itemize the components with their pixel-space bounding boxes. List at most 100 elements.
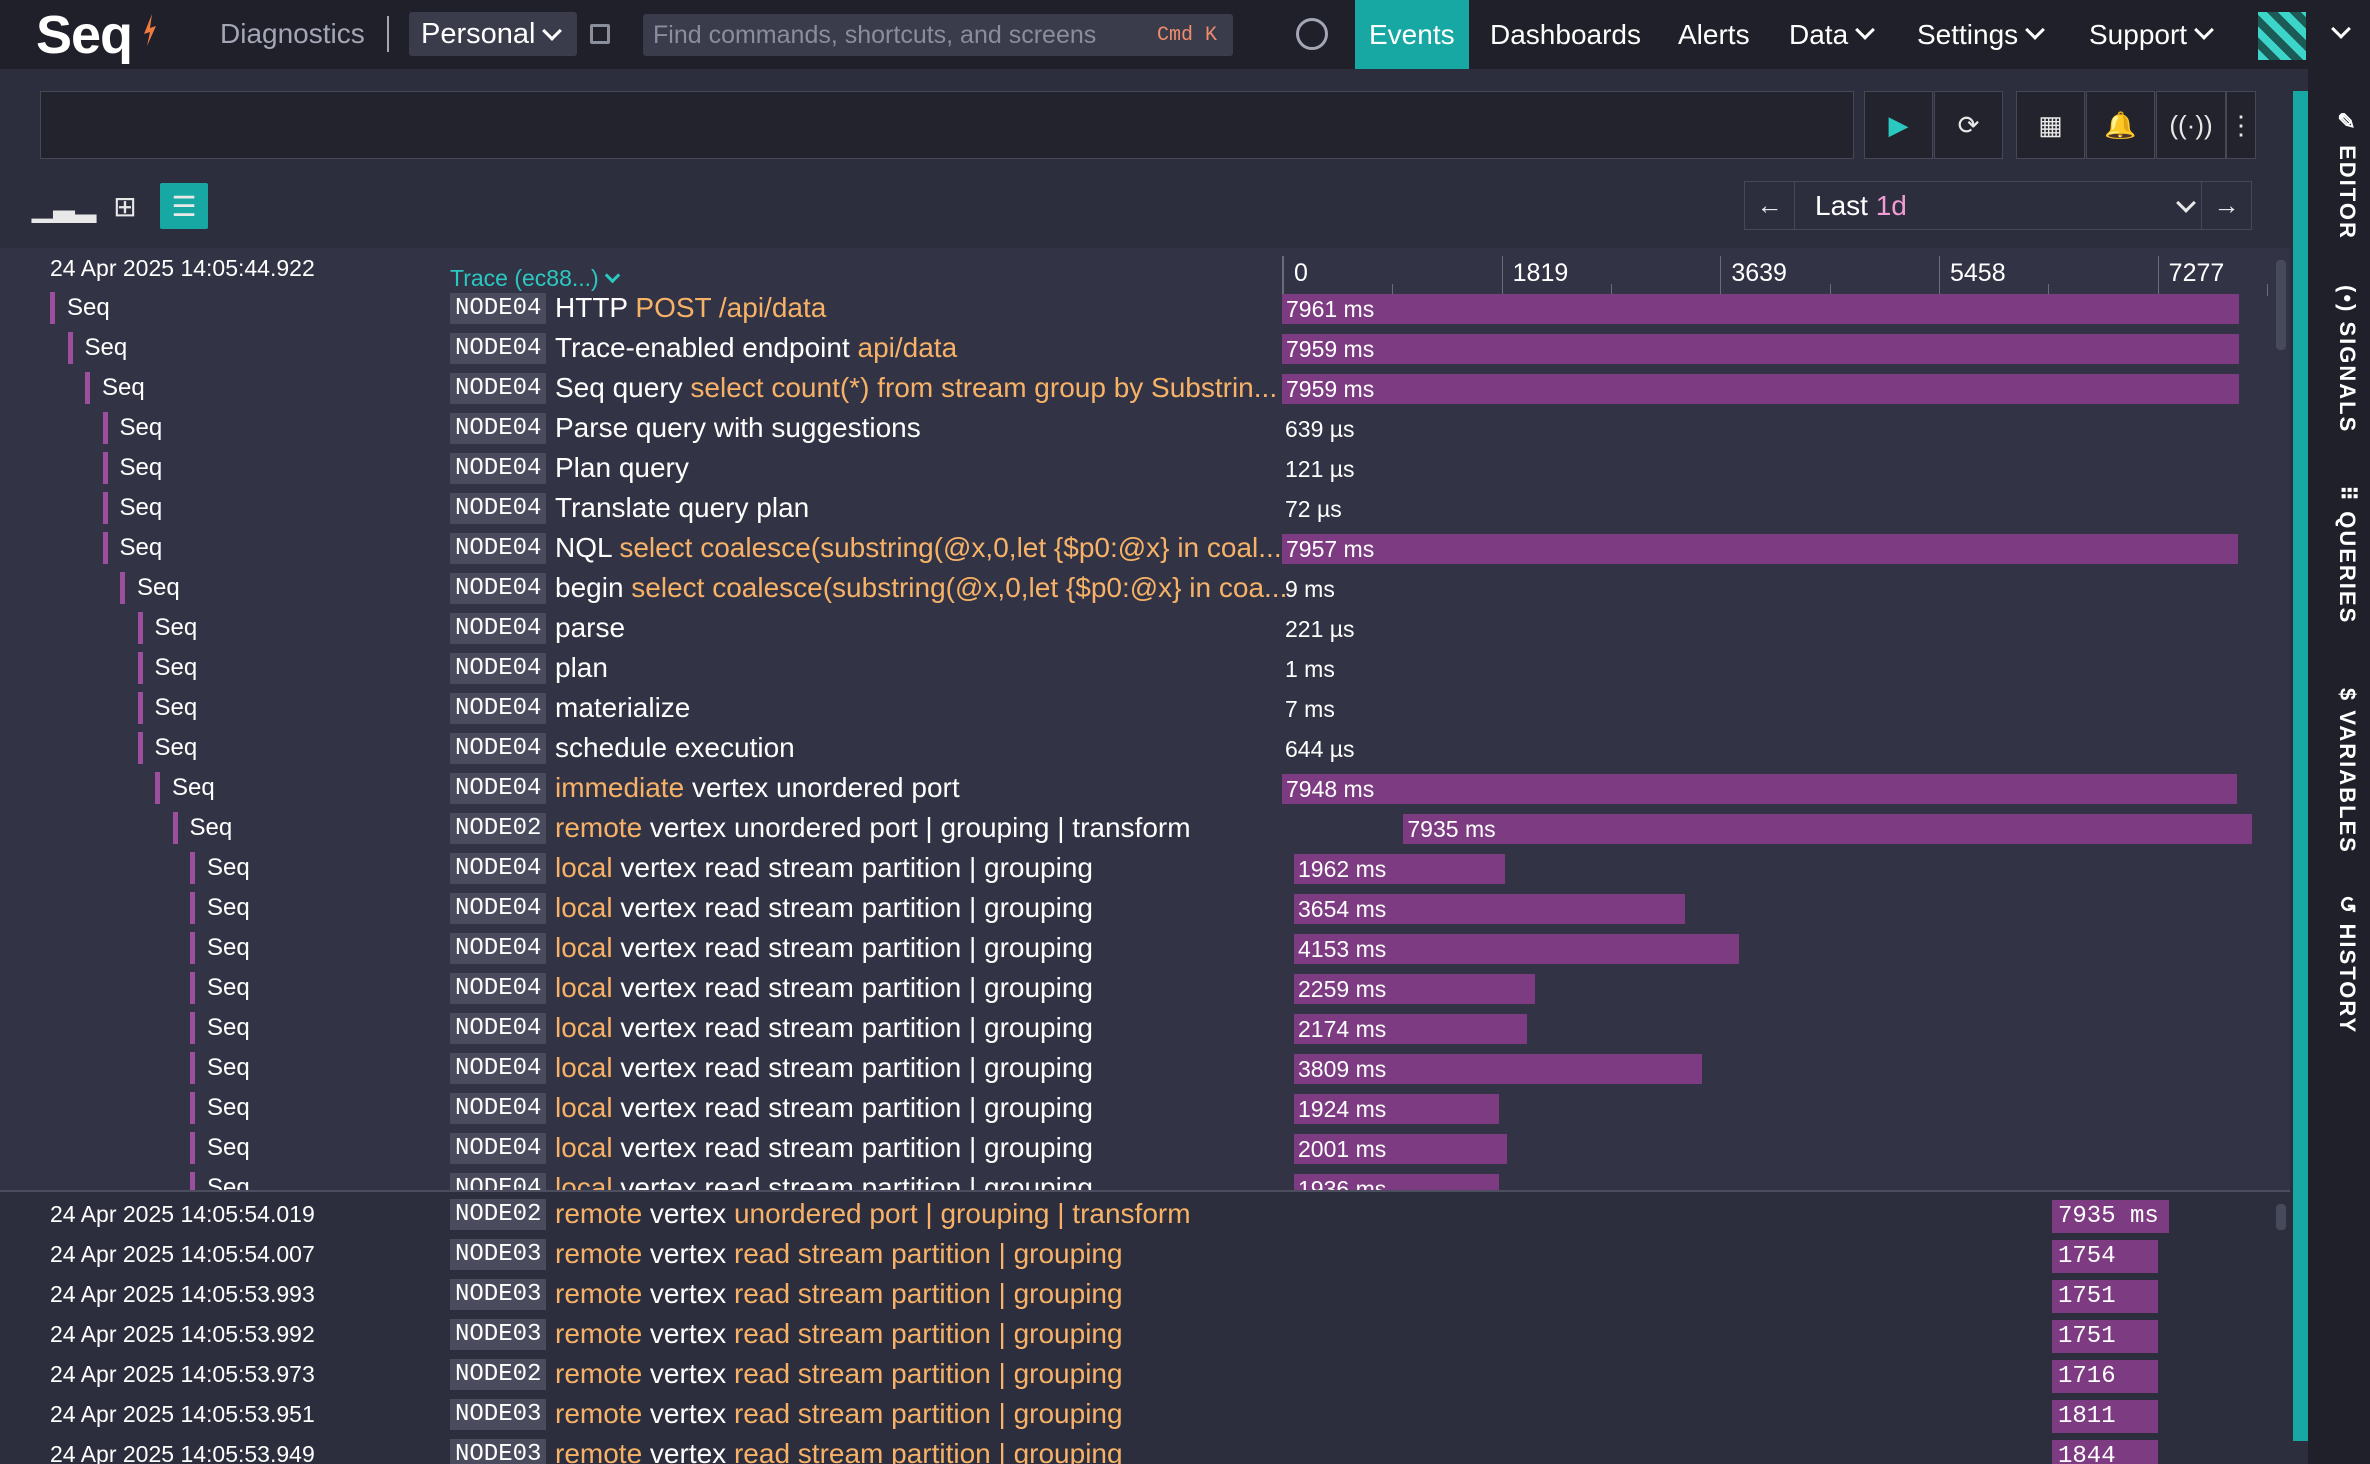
- view-grid-button[interactable]: ⊞: [101, 183, 149, 229]
- span-duration-bar[interactable]: 2259 ms: [1294, 974, 1535, 1004]
- span-message-text: vertex read stream partition | grouping: [612, 932, 1093, 963]
- more-menu-button[interactable]: ⋮: [2226, 91, 2256, 159]
- span-duration-bar[interactable]: 7957 ms: [1282, 534, 2239, 564]
- span-row[interactable]: Seq NODE04 immediate vertex unordered port…: [0, 768, 2290, 808]
- span-row[interactable]: Seq NODE04 Trace-enabled endpoint api/data…: [0, 328, 2290, 368]
- run-query-button[interactable]: ▶: [1864, 91, 1933, 159]
- nav-events[interactable]: Events: [1355, 0, 1469, 69]
- event-message-property: remote: [555, 1198, 643, 1229]
- span-duration-bar[interactable]: 1936 ms: [1294, 1174, 1499, 1190]
- events-scrollbar[interactable]: [2276, 1204, 2286, 1230]
- span-row[interactable]: Seq NODE04 Translate query plan 72 µs: [0, 488, 2290, 528]
- span-duration-bar[interactable]: 2001 ms: [1294, 1134, 1508, 1164]
- event-row[interactable]: 24 Apr 2025 14:05:53.993 NODE03 remote ver…: [0, 1274, 2290, 1343]
- span-row[interactable]: Seq NODE04 materialize 7 ms: [0, 688, 2290, 728]
- span-duration-bar[interactable]: 7935 ms: [1403, 814, 2252, 844]
- seq-flame-icon: [144, 14, 156, 46]
- node-badge: NODE04: [450, 573, 547, 604]
- span-duration-bar[interactable]: 7959 ms: [1282, 334, 2239, 364]
- node-badge: NODE03: [450, 1399, 547, 1430]
- span-row[interactable]: Seq NODE04 local vertex read stream partit…: [0, 968, 2290, 1008]
- span-message: Plan query: [555, 448, 689, 488]
- save-icon[interactable]: [590, 24, 610, 44]
- span-row[interactable]: Seq NODE04 local vertex read stream partit…: [0, 1048, 2290, 1088]
- span-row[interactable]: Seq NODE04 Plan query 121 µs: [0, 448, 2290, 488]
- event-message-property: remote: [555, 1278, 643, 1309]
- trace-link[interactable]: Trace (ec88...): [450, 258, 620, 298]
- span-row[interactable]: Seq NODE04 local vertex read stream partit…: [0, 1168, 2290, 1190]
- span-row[interactable]: Seq NODE04 plan 1 ms: [0, 648, 2290, 688]
- sidebar-tab-variables[interactable]: $ VARIABLES: [2320, 688, 2360, 854]
- span-row[interactable]: Seq NODE04 local vertex read stream partit…: [0, 1088, 2290, 1128]
- span-duration-bar[interactable]: 3654 ms: [1294, 894, 1686, 924]
- span-row[interactable]: Seq NODE04 local vertex read stream partit…: [0, 1008, 2290, 1048]
- event-row[interactable]: 24 Apr 2025 14:05:54.019 NODE02 remote ver…: [0, 1194, 2290, 1234]
- event-row[interactable]: 24 Apr 2025 14:05:53.973 NODE02 remote ver…: [0, 1354, 2290, 1423]
- span-row[interactable]: Seq NODE04 parse 221 µs: [0, 608, 2290, 648]
- sidebar-tab-variables-label: VARIABLES: [2335, 710, 2360, 854]
- span-duration-bar[interactable]: 7959 ms: [1282, 374, 2239, 404]
- span-row[interactable]: Seq NODE04 local vertex read stream partit…: [0, 848, 2290, 888]
- sidebar-tab-editor-label: EDITOR: [2335, 145, 2360, 240]
- event-message-property: remote: [555, 1358, 643, 1389]
- chevron-down-icon[interactable]: [2331, 19, 2351, 39]
- span-row[interactable]: Seq NODE04 Seq query select count(*) from …: [0, 368, 2290, 408]
- add-to-dashboard-button[interactable]: ▦: [2016, 91, 2085, 159]
- trace-scrollbar[interactable]: [2276, 260, 2286, 350]
- add-signal-button[interactable]: ((·)): [2156, 91, 2226, 159]
- span-row[interactable]: Seq NODE04 begin select coalesce(substring…: [0, 568, 2290, 608]
- date-range-selector[interactable]: ← Last 1d →: [1744, 181, 2252, 230]
- refresh-button[interactable]: ⟳: [1934, 91, 2003, 159]
- span-duration-bar[interactable]: 3809 ms: [1294, 1054, 1703, 1084]
- span-duration-bar[interactable]: 7961 ms: [1282, 294, 2239, 324]
- broadcast-icon: ((·)): [2169, 109, 2213, 140]
- command-search-input[interactable]: Find commands, shortcuts, and screens Cm…: [643, 14, 1233, 56]
- event-duration-bar: 1751 ms: [2052, 1280, 2158, 1343]
- nav-alerts[interactable]: Alerts: [1664, 0, 1764, 69]
- nav-settings[interactable]: Settings: [1903, 0, 2056, 69]
- nav-data-label: Data: [1789, 18, 1849, 50]
- event-row[interactable]: 24 Apr 2025 14:05:53.949 NODE03 remote ver…: [0, 1434, 2290, 1464]
- span-row[interactable]: Seq NODE04 local vertex read stream partit…: [0, 888, 2290, 928]
- span-duration-bar[interactable]: 1924 ms: [1294, 1094, 1499, 1124]
- span-row[interactable]: Seq NODE02 remote vertex unordered port | …: [0, 808, 2290, 848]
- span-row[interactable]: Seq NODE04 Parse query with suggestions 639…: [0, 408, 2290, 448]
- view-trace-button[interactable]: ☰: [160, 183, 208, 229]
- seq-logo[interactable]: Seq: [36, 5, 133, 65]
- event-row[interactable]: 24 Apr 2025 14:05:53.951 NODE03 remote ver…: [0, 1394, 2290, 1463]
- span-row[interactable]: Seq NODE04 local vertex read stream partit…: [0, 1128, 2290, 1168]
- add-alert-button[interactable]: 🔔: [2086, 91, 2155, 159]
- event-row[interactable]: 24 Apr 2025 14:05:53.992 NODE03 remote ver…: [0, 1314, 2290, 1383]
- workspace-selector[interactable]: Personal: [409, 12, 577, 56]
- nav-data[interactable]: Data: [1775, 0, 1886, 69]
- sidebar-tab-history[interactable]: ↺ HISTORY: [2320, 895, 2360, 1034]
- event-row[interactable]: 24 Apr 2025 14:05:54.007 NODE03 remote ver…: [0, 1234, 2290, 1303]
- span-duration-bar[interactable]: 7948 ms: [1282, 774, 2238, 804]
- span-app: Seq: [102, 532, 162, 564]
- span-row[interactable]: Seq NODE04 local vertex read stream partit…: [0, 928, 2290, 968]
- sidebar-tab-signals[interactable]: (•) SIGNALS: [2320, 285, 2360, 433]
- query-editor[interactable]: [40, 91, 1854, 159]
- sidebar-rail: [2293, 91, 2308, 1441]
- nav-dashboards[interactable]: Dashboards: [1476, 0, 1655, 69]
- view-chart-button[interactable]: ▁▃▂: [32, 183, 97, 229]
- next-range-icon[interactable]: →: [2201, 182, 2251, 229]
- sidebar-tab-queries[interactable]: ⠿ QUERIES: [2320, 485, 2360, 624]
- nav-support[interactable]: Support: [2075, 0, 2225, 69]
- span-app: Seq: [190, 1092, 250, 1124]
- grid-add-icon: ▦: [2038, 109, 2063, 140]
- prev-range-icon[interactable]: ←: [1745, 182, 1795, 229]
- span-row[interactable]: Seq NODE04 HTTP POST /api/data 7961 ms: [0, 288, 2290, 328]
- theme-toggle-icon[interactable]: [1296, 18, 1328, 50]
- span-row[interactable]: Seq NODE04 NQL select coalesce(substring(@…: [0, 528, 2290, 568]
- span-row[interactable]: Seq NODE04 schedule execution 644 µs: [0, 728, 2290, 768]
- span-message: local vertex read stream partition | gro…: [555, 1128, 1093, 1168]
- sidebar-tab-editor[interactable]: ✎ EDITOR: [2320, 110, 2360, 240]
- avatar[interactable]: [2258, 12, 2306, 60]
- span-duration-bar[interactable]: 1962 ms: [1294, 854, 1505, 884]
- play-icon: ▶: [1888, 109, 1909, 140]
- span-message: begin select coalesce(substring(@x,0,let…: [555, 568, 1287, 608]
- span-duration-bar[interactable]: 2174 ms: [1294, 1014, 1527, 1044]
- span-duration-bar[interactable]: 4153 ms: [1294, 934, 1740, 964]
- span-app: Seq: [172, 812, 232, 844]
